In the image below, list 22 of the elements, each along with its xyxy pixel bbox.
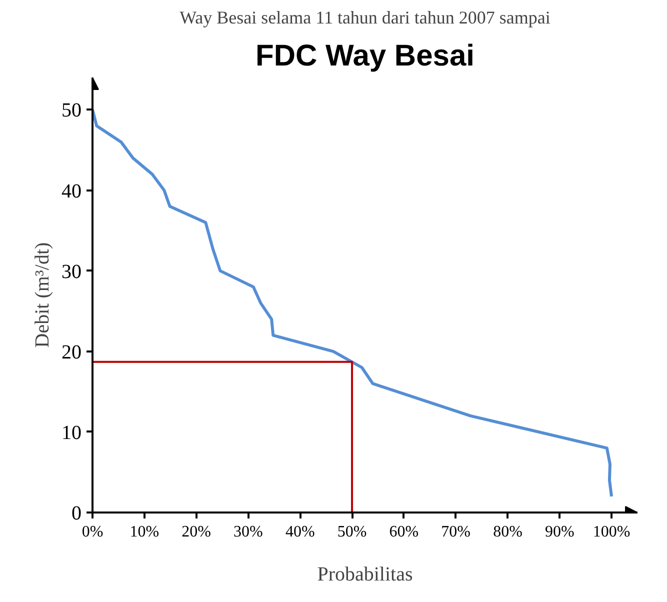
y-tick-label: 0 [72,502,82,524]
x-tick-label: 50% [337,524,367,540]
x-axis-title: Probabilitas [317,564,413,586]
x-tick-label: 20% [182,524,211,540]
y-tick-label: 20 [62,341,82,364]
y-tick-label: 10 [62,422,82,444]
chart-title: FDC Way Besai [256,40,474,72]
x-tick-label: 10% [130,524,160,540]
x-tick-label: 60% [389,524,419,540]
x-tick-label: 0% [82,524,104,540]
x-tick-label: 100% [592,524,630,540]
x-tick-label: 80% [493,524,522,540]
x-tick-label: 30% [234,524,263,540]
y-axis-title: Debit (m³/dt) [32,242,54,348]
y-tick-label: 40 [62,180,82,202]
y-tick-label: 30 [62,260,82,283]
x-tick-label: 90% [544,524,574,540]
x-tick-label: 70% [441,524,470,540]
line-series [92,108,614,498]
x-tick-label: 40% [285,524,315,540]
text: Way Besai selama 11 tahun dari tahun 2007 sampai [180,8,550,28]
y-tick-label: 50 [62,100,82,122]
